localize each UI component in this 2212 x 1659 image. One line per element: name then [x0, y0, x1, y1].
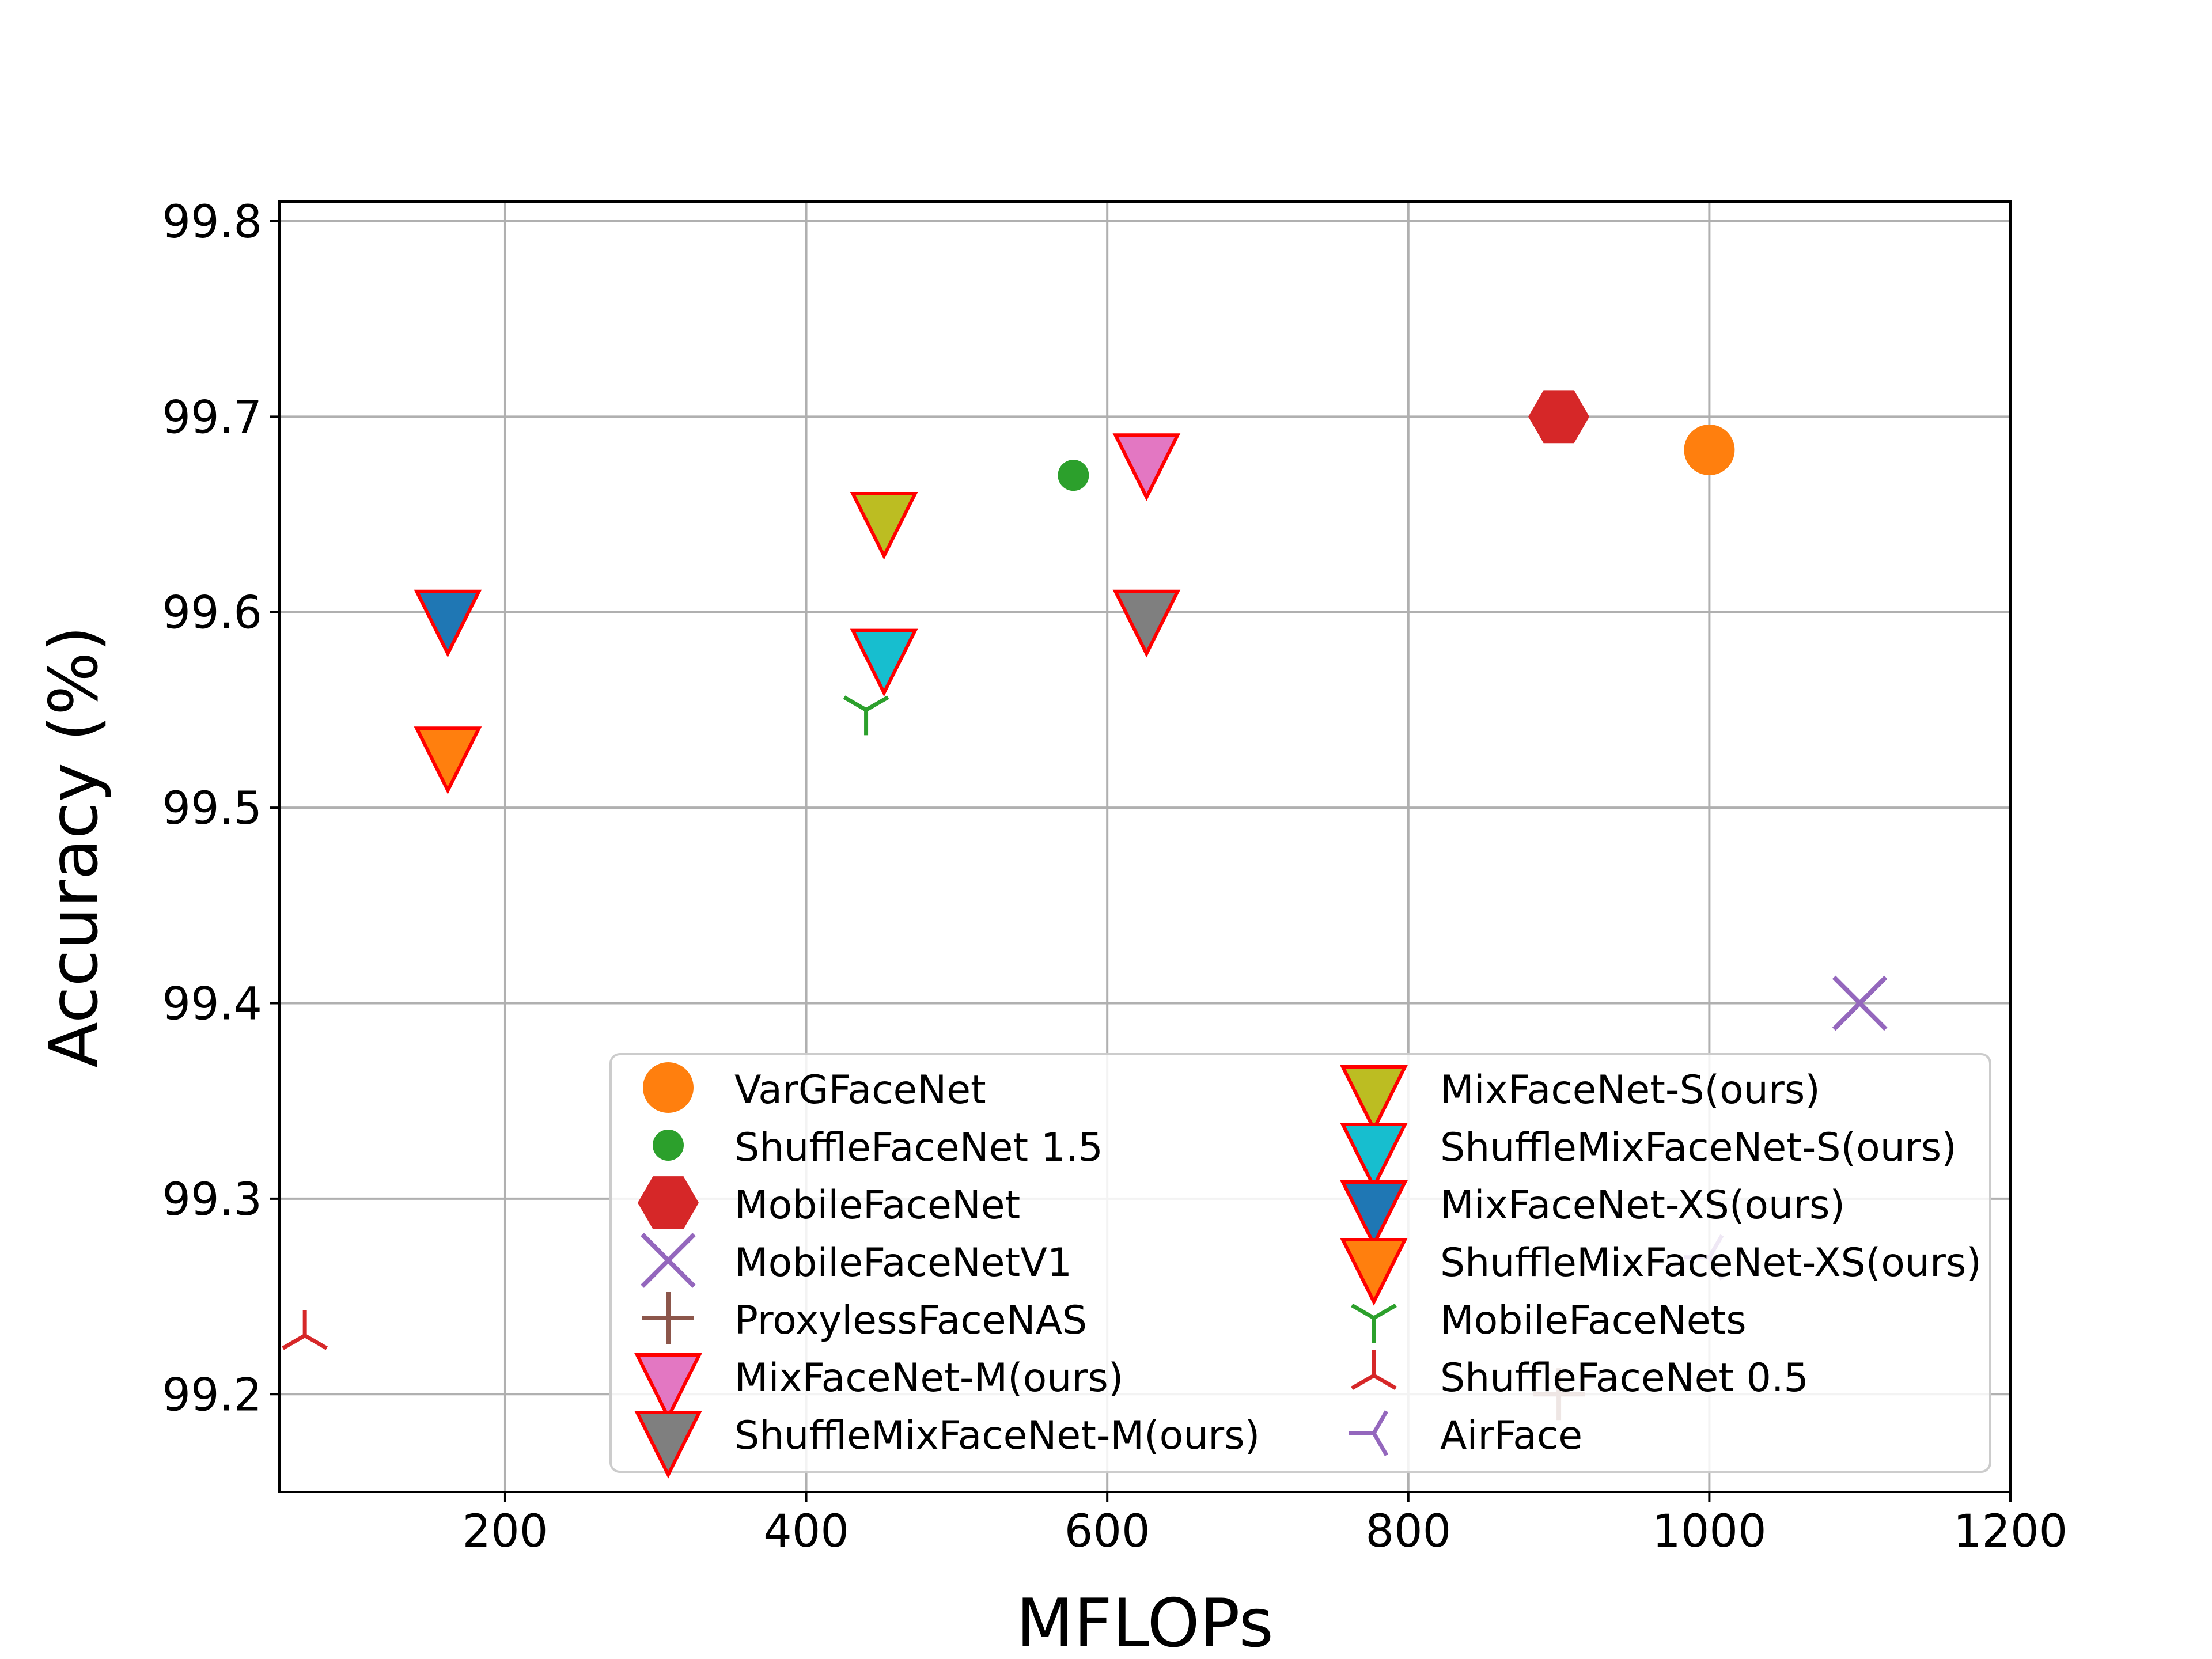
- y-tick-label: 99.3: [162, 1174, 262, 1226]
- point-mixfacenet-s-ours: [850, 492, 918, 560]
- legend-item: MobileFaceNet: [638, 1176, 1020, 1229]
- legend-marker: [641, 1233, 696, 1288]
- legend-item: ShuffleMixFaceNet-XS(ours): [1340, 1238, 1982, 1306]
- x-axis-ticks: 200 400 600 800 1000 1200: [463, 1492, 2068, 1558]
- point-vargfacenet: [1684, 425, 1735, 476]
- legend-item: ShuffleMixFaceNet-M(ours): [634, 1411, 1260, 1479]
- legend-item: ShuffleMixFaceNet-S(ours): [1340, 1123, 1957, 1191]
- legend-label: ShuffleFaceNet 0.5: [1440, 1355, 1809, 1401]
- y-axis-ticks: 99.2 99.3 99.4 99.5 99.6 99.7 99.8: [162, 196, 279, 1421]
- legend-label: MobileFaceNets: [1440, 1298, 1747, 1343]
- legend-label: ProxylessFaceNAS: [734, 1298, 1087, 1343]
- legend-marker: [638, 1176, 699, 1229]
- legend-item: MixFaceNet-S(ours): [1340, 1065, 1820, 1133]
- point-shufflemixfacenet-m-ours: [1112, 589, 1181, 658]
- y-tick-label: 99.4: [162, 979, 262, 1031]
- x-tick-label: 1200: [1953, 1506, 2068, 1558]
- legend-marker: [1340, 1180, 1408, 1248]
- legend-marker: [1340, 1123, 1408, 1191]
- legend-marker: [634, 1353, 702, 1421]
- data-points: [282, 390, 1888, 1421]
- legend-label: AirFace: [1440, 1413, 1582, 1459]
- legend-label: MixFaceNet-M(ours): [734, 1355, 1123, 1401]
- x-tick-label: 200: [463, 1506, 548, 1558]
- legend: VarGFaceNet ShuffleFaceNet 1.5 MobileFaceN…: [609, 1053, 1991, 1479]
- legend-marker: [1340, 1065, 1408, 1133]
- x-tick-label: 600: [1065, 1506, 1150, 1558]
- y-tick-label: 99.2: [162, 1369, 262, 1421]
- legend-label: MixFaceNet-XS(ours): [1440, 1183, 1845, 1228]
- legend-label: VarGFaceNet: [734, 1067, 986, 1113]
- x-tick-label: 800: [1365, 1506, 1451, 1558]
- legend-item: ProxylessFaceNAS: [642, 1292, 1087, 1344]
- point-shufflemixfacenet-xs-ours: [414, 726, 482, 795]
- point-shufflefacenet-1-5: [1058, 460, 1089, 491]
- legend-marker: [643, 1062, 694, 1113]
- x-axis-label: MFLOPs: [1016, 1585, 1274, 1659]
- point-shufflefacenet-0-5: [282, 1310, 328, 1350]
- legend-item: MobileFaceNetV1: [641, 1233, 1072, 1288]
- legend-item: ShuffleFaceNet 1.5: [653, 1125, 1103, 1171]
- legend-label: ShuffleMixFaceNet-XS(ours): [1440, 1240, 1982, 1286]
- legend-marker: [634, 1411, 702, 1479]
- legend-label: ShuffleMixFaceNet-S(ours): [1440, 1125, 1957, 1171]
- point-mobilefacenets: [843, 695, 889, 736]
- legend-item: MobileFaceNets: [1351, 1298, 1747, 1343]
- point-mobilefacenetv1: [1832, 975, 1888, 1031]
- legend-label: ShuffleFaceNet 1.5: [734, 1125, 1103, 1171]
- legend-item: AirFace: [1349, 1410, 1582, 1459]
- y-tick-label: 99.8: [162, 196, 262, 248]
- legend-marker: [1349, 1410, 1389, 1456]
- y-tick-label: 99.6: [162, 588, 262, 639]
- legend-marker: [653, 1130, 684, 1161]
- x-tick-label: 400: [763, 1506, 849, 1558]
- y-axis-label: Accuracy (%): [35, 626, 113, 1067]
- legend-item: MixFaceNet-M(ours): [634, 1353, 1123, 1421]
- plot-frame: [278, 200, 2012, 1493]
- legend-label: MobileFaceNetV1: [734, 1240, 1072, 1286]
- point-mobilefacenet: [1528, 390, 1590, 444]
- legend-marker: [642, 1292, 694, 1344]
- y-tick-label: 99.5: [162, 783, 262, 835]
- point-mixfacenet-m-ours: [1112, 433, 1181, 501]
- legend-box: [609, 1053, 1991, 1473]
- legend-item: VarGFaceNet: [643, 1062, 986, 1113]
- legend-marker: [1340, 1238, 1408, 1306]
- legend-marker: [1351, 1303, 1397, 1343]
- legend-label: MobileFaceNet: [734, 1183, 1020, 1228]
- point-shufflemixfacenet-s-ours: [850, 628, 918, 697]
- legend-label: MixFaceNet-S(ours): [1440, 1067, 1820, 1113]
- legend-marker: [1351, 1350, 1397, 1391]
- legend-label: ShuffleMixFaceNet-M(ours): [734, 1413, 1260, 1459]
- x-tick-label: 1000: [1652, 1506, 1767, 1558]
- legend-item: MixFaceNet-XS(ours): [1340, 1180, 1845, 1248]
- y-tick-label: 99.7: [162, 392, 262, 444]
- point-mixfacenet-xs-ours: [414, 589, 482, 658]
- legend-item: ShuffleFaceNet 0.5: [1351, 1350, 1809, 1401]
